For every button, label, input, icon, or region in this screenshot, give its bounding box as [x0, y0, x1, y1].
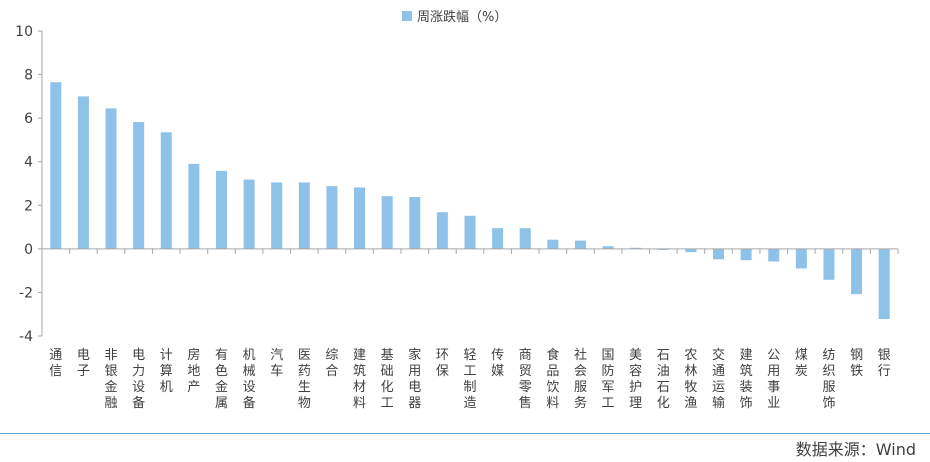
source-note: 数据来源：Wind	[795, 440, 916, 459]
bar	[713, 248, 725, 260]
x-tick-label: 汽车	[270, 348, 283, 379]
x-tick-label: 交通运输	[712, 347, 725, 411]
bar	[298, 182, 310, 249]
x-tick-label: 基础化工	[381, 348, 394, 411]
bar	[50, 82, 62, 249]
bar	[547, 239, 559, 249]
legend-swatch	[402, 10, 412, 21]
bar	[215, 170, 227, 249]
x-tick-label: 建筑装饰	[740, 348, 753, 411]
bar	[243, 179, 255, 249]
x-tick-label: 煤炭	[795, 348, 808, 379]
x-tick-label: 社会服务	[574, 347, 587, 411]
bar	[574, 240, 586, 249]
bar	[326, 186, 338, 249]
bar	[354, 187, 366, 249]
x-tick-label: 石油石化	[657, 348, 670, 411]
bar	[795, 248, 807, 269]
bar	[409, 197, 421, 249]
x-tick-label: 非银金融	[105, 348, 118, 411]
bar	[271, 182, 283, 249]
chart-legend: 周涨跌幅（%）	[402, 6, 507, 25]
bar	[105, 108, 117, 249]
bar	[160, 132, 172, 249]
bar	[77, 96, 89, 249]
bar	[823, 248, 835, 280]
bar	[133, 122, 145, 249]
y-tick-label: 4	[24, 155, 33, 171]
y-tick-label: 8	[24, 68, 33, 84]
x-tick-label: 农林牧渔	[684, 348, 697, 411]
bar	[519, 228, 531, 249]
bar	[768, 248, 780, 262]
x-tick-label: 房地产	[187, 347, 200, 395]
legend-label: 周涨跌幅（%）	[417, 10, 508, 25]
x-tick-label: 传媒	[491, 348, 504, 379]
x-tick-label: 公用事业	[767, 348, 780, 411]
x-tick-label: 商贸零售	[519, 348, 532, 411]
bar	[685, 248, 697, 253]
bar	[851, 248, 863, 295]
y-tick-label: 6	[24, 111, 33, 127]
x-tick-label: 轻工制造	[463, 348, 476, 411]
x-tick-label: 综合	[325, 348, 338, 379]
x-tick-label: 电子	[77, 348, 90, 379]
bar	[602, 246, 614, 249]
bar	[381, 196, 393, 249]
x-tick-label: 银行	[878, 348, 891, 379]
bar	[657, 248, 669, 250]
bar	[464, 215, 476, 249]
x-tick-label: 机械设备	[243, 348, 256, 411]
bar	[188, 163, 200, 249]
x-tick-label: 美容护理	[629, 348, 642, 411]
x-tick-label: 环保	[436, 348, 449, 379]
y-tick-label: 0	[24, 242, 33, 258]
x-tick-label: 纺织服饰	[822, 348, 835, 411]
y-tick-label: -2	[19, 285, 33, 301]
bar	[630, 247, 642, 249]
x-tick-label: 有色金属	[215, 348, 228, 411]
footer-divider	[0, 433, 930, 434]
bar	[436, 212, 448, 249]
x-tick-label: 食品饮料	[546, 347, 559, 411]
x-tick-label: 建筑材料	[353, 348, 366, 411]
y-tick-label: 2	[24, 198, 33, 214]
y-tick-label: -4	[19, 329, 33, 345]
y-tick-label: 10	[15, 24, 33, 40]
x-tick-label: 医药生物	[298, 348, 311, 411]
x-tick-label: 家用电器	[408, 347, 421, 411]
bar	[740, 248, 752, 261]
x-tick-label: 通信	[49, 348, 62, 379]
x-tick-label: 钢铁	[850, 348, 863, 379]
x-tick-label: 电力设备	[132, 348, 145, 411]
bar	[878, 248, 890, 320]
x-tick-label: 国防军工	[602, 348, 615, 411]
x-tick-label: 计算机	[160, 348, 173, 395]
bar	[492, 228, 504, 249]
